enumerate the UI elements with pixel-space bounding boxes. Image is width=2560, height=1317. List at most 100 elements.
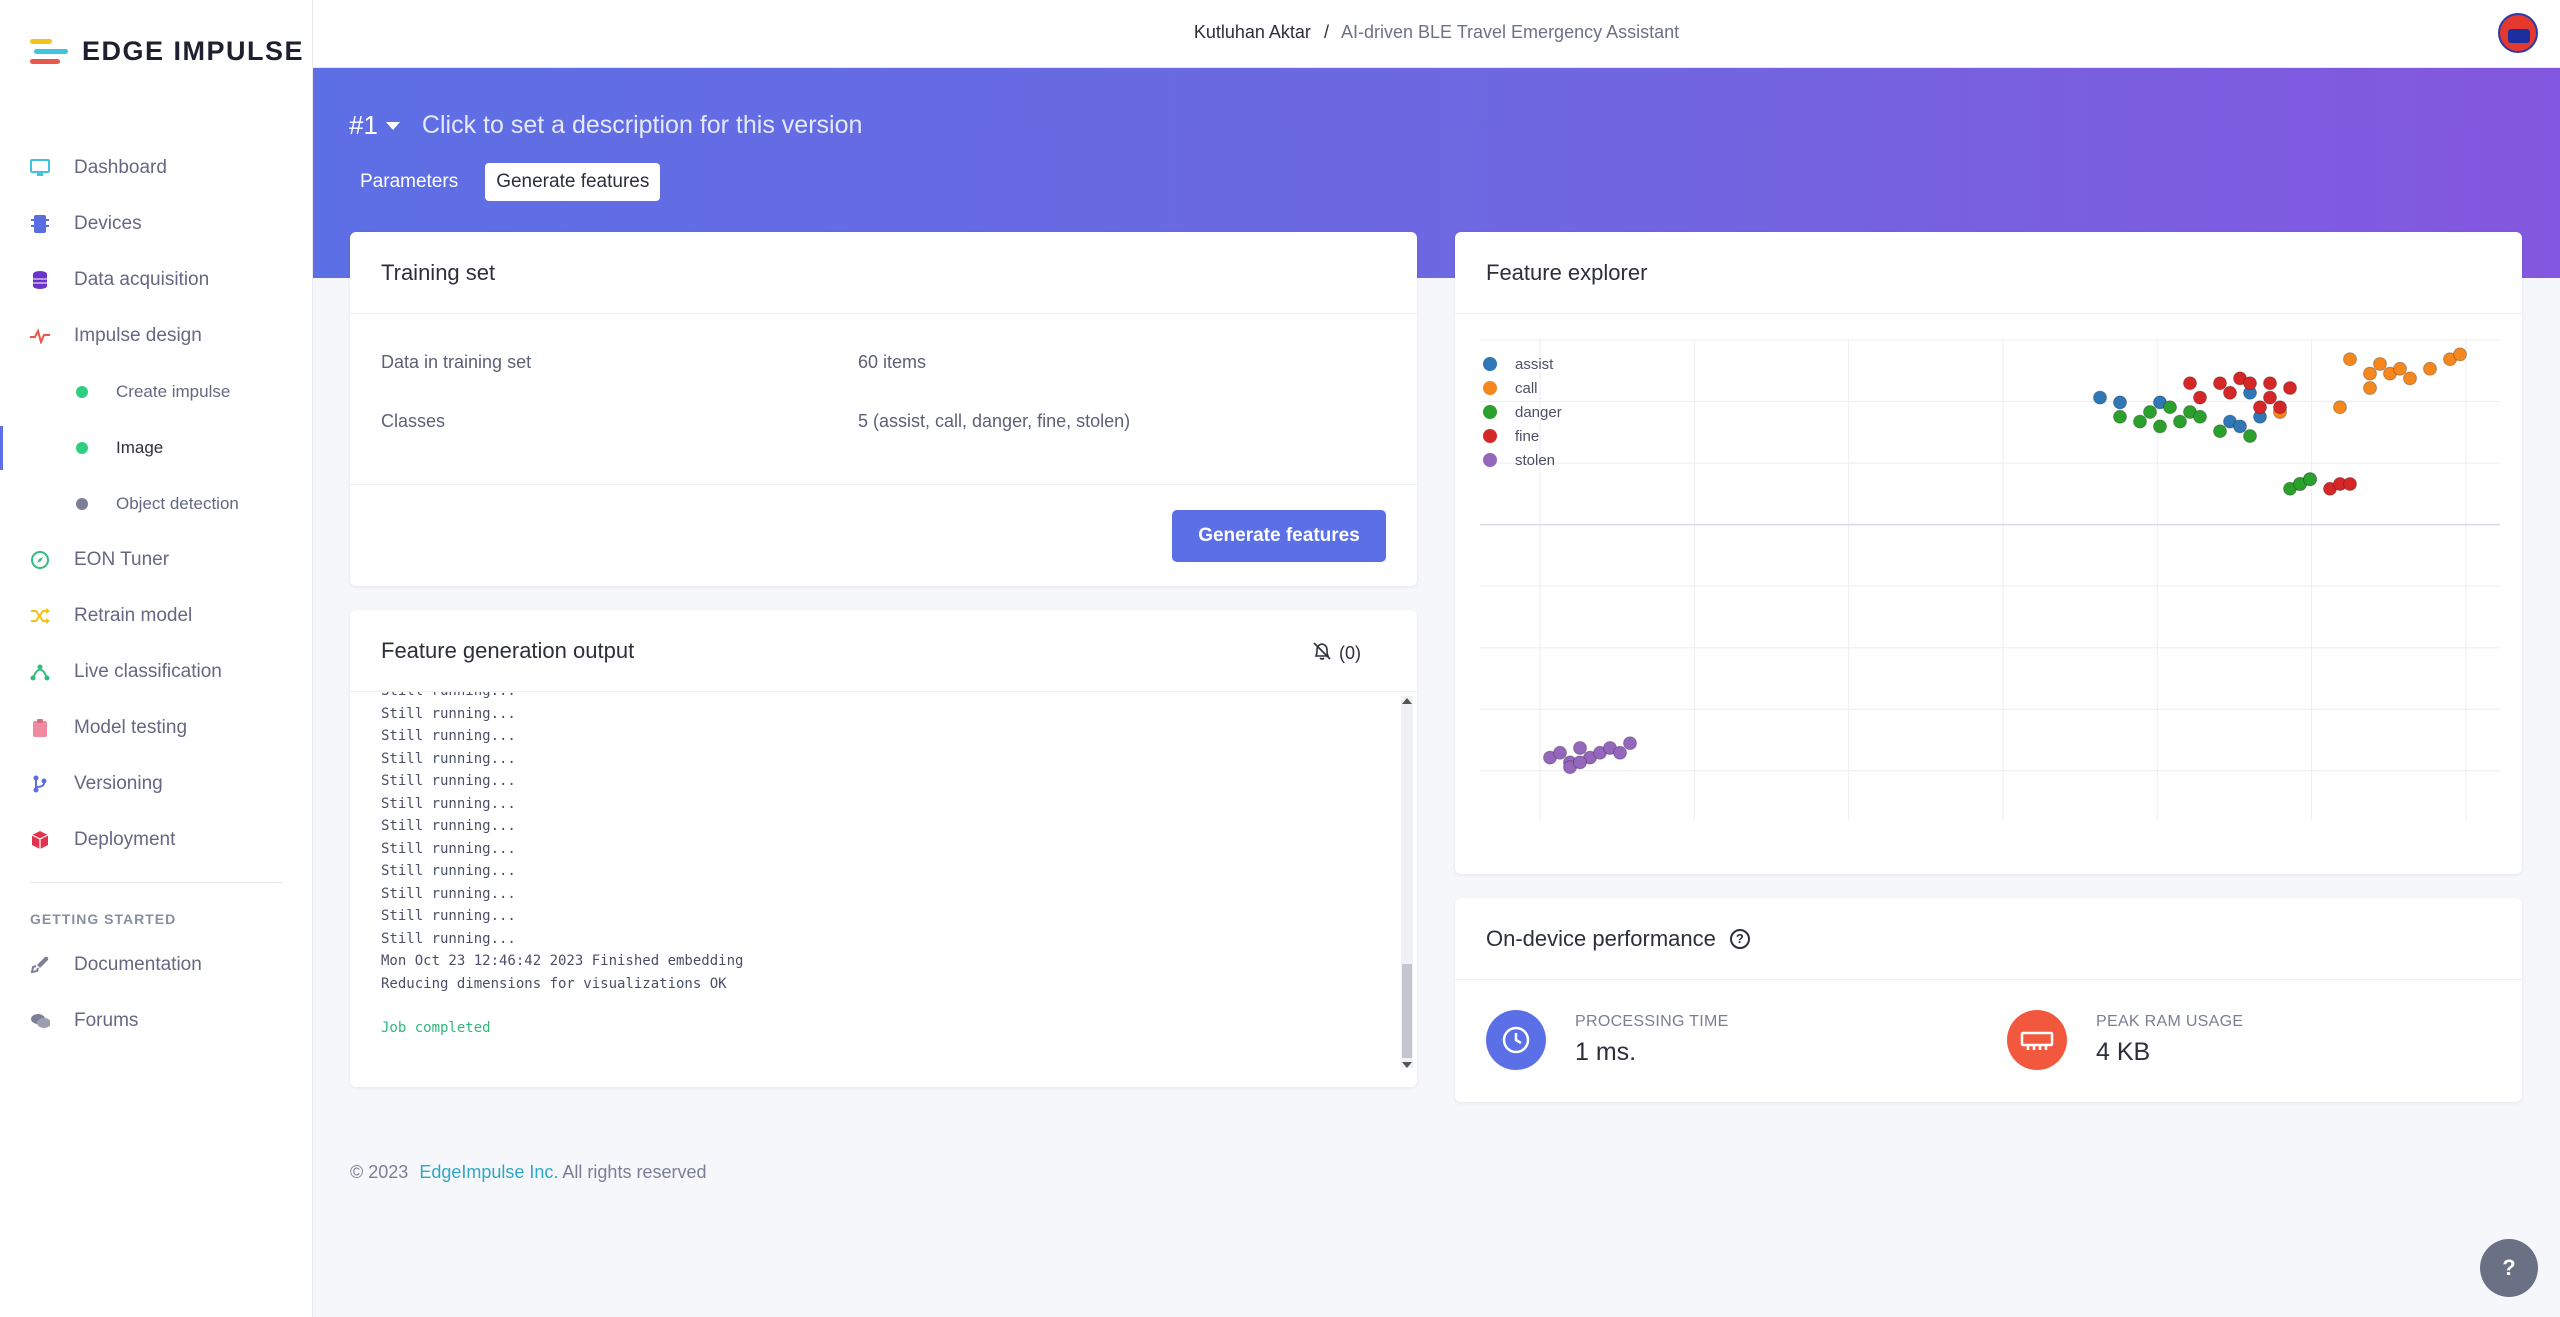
- data-point-fine[interactable]: [2193, 390, 2207, 405]
- feature-scatter-plot[interactable]: [1468, 330, 2508, 850]
- sidebar-item-object-detection[interactable]: Object detection: [0, 476, 313, 532]
- training-set-card: Training set Data in training set 60 ite…: [350, 232, 1417, 586]
- data-point-fine[interactable]: [2273, 400, 2287, 415]
- sidebar-item-documentation[interactable]: Documentation: [0, 937, 313, 993]
- sidebar-item-data-acquisition[interactable]: Data acquisition: [0, 252, 313, 308]
- console-scrollbar[interactable]: [1401, 696, 1413, 1068]
- help-circle-icon[interactable]: ?: [1729, 928, 1750, 949]
- data-point-stolen[interactable]: [1573, 741, 1587, 755]
- data-point-danger[interactable]: [2163, 400, 2177, 415]
- scrollbar-thumb[interactable]: [1402, 964, 1412, 1058]
- console-line: Still running...: [381, 930, 516, 947]
- data-point-call[interactable]: [2333, 400, 2347, 415]
- data-point-danger[interactable]: [2193, 409, 2207, 424]
- legend-item-assist[interactable]: assist: [1483, 352, 1562, 376]
- sidebar-item-label: Object detection: [116, 494, 239, 513]
- on-device-performance-card: On-device performance ? PROCESSING TIME …: [1455, 898, 2522, 1102]
- classes-label: Classes: [381, 411, 446, 431]
- tab-parameters[interactable]: Parameters: [360, 171, 459, 192]
- tab-generate-features[interactable]: Generate features: [485, 163, 661, 201]
- sidebar-item-deployment[interactable]: Deployment: [0, 812, 313, 868]
- console-line: Still running...: [381, 795, 516, 812]
- generate-features-button[interactable]: Generate features: [1172, 510, 1386, 562]
- sidebar: EDGE IMPULSE Dashboard Devices Data acqu…: [0, 0, 313, 1317]
- help-button[interactable]: ?: [2480, 1239, 2538, 1297]
- memory-icon: [2007, 1010, 2067, 1070]
- data-point-assist[interactable]: [2113, 395, 2127, 410]
- footer-company-link[interactable]: EdgeImpulse Inc.: [419, 1162, 559, 1182]
- sidebar-item-retrain-model[interactable]: Retrain model: [0, 588, 313, 644]
- sidebar-item-model-testing[interactable]: Model testing: [0, 700, 313, 756]
- legend-item-fine[interactable]: fine: [1483, 424, 1562, 448]
- data-point-call[interactable]: [2403, 371, 2417, 386]
- sidebar-item-eon-tuner[interactable]: EON Tuner: [0, 532, 313, 588]
- data-point-fine[interactable]: [2343, 477, 2357, 491]
- data-in-training-value: 60 items: [858, 352, 927, 372]
- data-point-call[interactable]: [2393, 361, 2407, 376]
- sidebar-item-devices[interactable]: Devices: [0, 196, 313, 252]
- data-point-fine[interactable]: [2243, 376, 2257, 391]
- sidebar-item-label: EON Tuner: [74, 549, 170, 570]
- status-dot-icon: [76, 442, 88, 454]
- sidebar-item-impulse-design[interactable]: Impulse design: [0, 308, 313, 364]
- sidebar-item-versioning[interactable]: Versioning: [0, 756, 313, 812]
- notifications-toggle[interactable]: (0): [1311, 640, 1361, 667]
- brand-name: EDGE IMPULSE: [82, 36, 305, 66]
- data-point-call[interactable]: [2343, 352, 2357, 367]
- card-divider: [350, 484, 1417, 485]
- scroll-up-icon[interactable]: [1402, 698, 1412, 704]
- data-point-danger[interactable]: [2113, 409, 2127, 424]
- sidebar-item-label: Retrain model: [74, 605, 193, 626]
- sidebar-item-label: Devices: [74, 213, 142, 234]
- data-point-stolen[interactable]: [1553, 745, 1567, 760]
- data-point-call[interactable]: [2423, 361, 2437, 376]
- pulse-icon: [30, 326, 50, 346]
- breadcrumb-user[interactable]: Kutluhan Aktar: [1193, 22, 1311, 42]
- card-title: Feature generation output: [350, 610, 1417, 692]
- breadcrumb-project[interactable]: AI-driven BLE Travel Emergency Assistant: [1340, 22, 1680, 42]
- footer-rights: All rights reserved: [562, 1162, 707, 1182]
- sidebar-item-create-impulse[interactable]: Create impulse: [0, 364, 313, 420]
- data-point-fine[interactable]: [2223, 385, 2237, 400]
- sidebar-item-image[interactable]: Image: [0, 420, 313, 476]
- data-point-danger[interactable]: [2213, 424, 2227, 439]
- data-point-danger[interactable]: [2153, 419, 2167, 434]
- data-point-fine[interactable]: [2183, 376, 2197, 391]
- legend-item-stolen[interactable]: stolen: [1483, 448, 1562, 472]
- data-point-call[interactable]: [2453, 347, 2467, 362]
- data-point-danger[interactable]: [2143, 405, 2157, 419]
- data-point-danger[interactable]: [2243, 429, 2257, 443]
- data-point-call[interactable]: [2363, 381, 2377, 395]
- data-point-danger[interactable]: [2133, 414, 2147, 429]
- data-point-stolen[interactable]: [1623, 736, 1637, 751]
- avatar[interactable]: [2498, 13, 2538, 53]
- feature-explorer-card: Feature explorer: [1455, 232, 2522, 874]
- processing-time-label: PROCESSING TIME: [1575, 1013, 1729, 1030]
- data-point-assist[interactable]: [2093, 390, 2107, 405]
- data-point-fine[interactable]: [2283, 381, 2297, 395]
- version-selector[interactable]: #1 Click to set a description for this v…: [349, 110, 862, 141]
- data-point-fine[interactable]: [2213, 376, 2227, 391]
- legend-item-danger[interactable]: danger: [1483, 400, 1562, 424]
- data-point-fine[interactable]: [2263, 390, 2277, 405]
- console-line: Still running...: [381, 863, 516, 879]
- legend-item-call[interactable]: call: [1483, 376, 1562, 400]
- data-point-call[interactable]: [2363, 366, 2377, 381]
- legend-swatch: [1483, 381, 1497, 395]
- brand-logo[interactable]: EDGE IMPULSE: [30, 36, 304, 67]
- peak-ram-value: 4 KB: [2096, 1038, 2151, 1066]
- sidebar-item-dashboard[interactable]: Dashboard: [0, 140, 313, 196]
- scroll-down-icon[interactable]: [1402, 1062, 1412, 1068]
- data-point-danger[interactable]: [2173, 414, 2187, 429]
- data-point-danger[interactable]: [2303, 472, 2317, 487]
- sidebar-item-forums[interactable]: Forums: [0, 993, 313, 1049]
- data-point-stolen[interactable]: [1613, 745, 1627, 760]
- version-description[interactable]: Click to set a description for this vers…: [421, 111, 863, 139]
- data-point-assist[interactable]: [2233, 419, 2247, 434]
- data-point-fine[interactable]: [2253, 400, 2267, 415]
- data-point-call[interactable]: [2373, 357, 2387, 371]
- data-point-stolen[interactable]: [1573, 755, 1587, 770]
- sidebar-item-live-classification[interactable]: Live classification: [0, 644, 313, 700]
- console-line: Still running...: [381, 818, 516, 834]
- data-point-fine[interactable]: [2263, 376, 2277, 391]
